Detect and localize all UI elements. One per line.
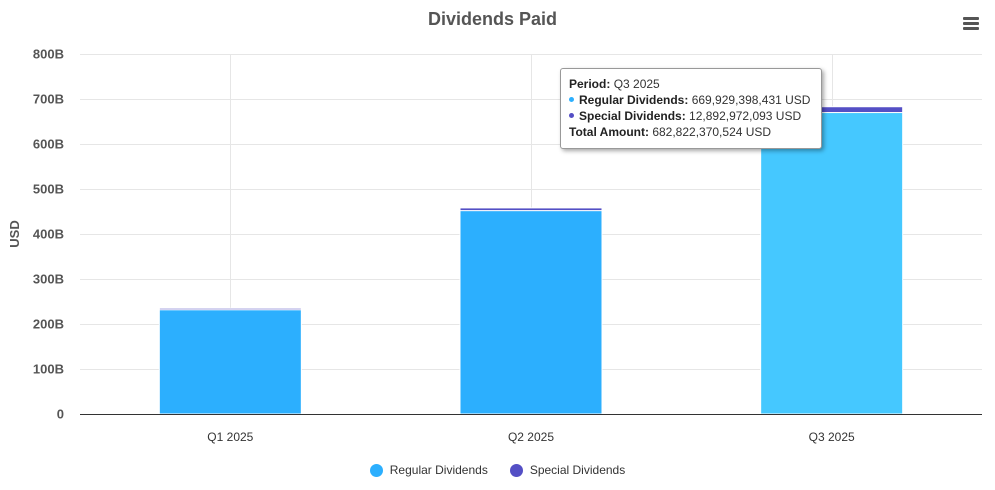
tooltip-regular-label: Regular Dividends: xyxy=(579,93,689,107)
bar-special-dividends xyxy=(459,207,603,212)
chart-title: Dividends Paid xyxy=(427,9,558,29)
bar-regular-dividends xyxy=(760,112,904,415)
hamburger-menu-icon xyxy=(963,17,979,20)
legend-label: Regular Dividends xyxy=(389,463,488,477)
tooltip-regular-value: 669,929,398,431 USD xyxy=(691,93,811,107)
y-tick-label: 400B xyxy=(33,227,64,242)
legend: Regular Dividends Special Dividends xyxy=(0,463,995,477)
x-tick-label: Q1 2025 xyxy=(207,430,253,444)
y-axis-title: USD xyxy=(7,220,22,247)
bar-regular-dividends xyxy=(158,309,302,415)
tooltip-total-value: 682,822,370,524 USD xyxy=(652,125,772,139)
y-tick-label: 500B xyxy=(33,182,64,197)
y-tick-label: 800B xyxy=(33,47,64,62)
tooltip-special-value: 12,892,972,093 USD xyxy=(689,109,802,123)
legend-item-special-dividends[interactable]: Special Dividends xyxy=(509,463,626,477)
tooltip-special-label: Special Dividends: xyxy=(579,109,686,123)
y-tick-label: 200B xyxy=(33,317,64,332)
chart-menu-button[interactable] xyxy=(958,12,982,36)
y-tick-label: 600B xyxy=(33,137,64,152)
tooltip-total-label: Total Amount: xyxy=(569,125,649,139)
y-tick-label: 700B xyxy=(33,92,64,107)
legend-marker-icon xyxy=(509,463,523,477)
legend-marker-icon xyxy=(369,463,383,477)
tooltip-special-row: Special Dividends: 12,892,972,093 USD xyxy=(569,108,813,124)
tooltip-period-value: Q3 2025 xyxy=(613,77,660,91)
series-dot-icon xyxy=(569,97,574,103)
tooltip-period-row: Period: Q3 2025 xyxy=(569,76,813,92)
x-tick-label: Q2 2025 xyxy=(508,430,554,444)
y-tick-label: 300B xyxy=(33,272,64,287)
tooltip-period-label: Period: xyxy=(569,77,611,91)
x-tick-label: Q3 2025 xyxy=(809,430,855,444)
y-tick-label: 0 xyxy=(57,407,64,422)
legend-label: Special Dividends xyxy=(529,463,626,477)
bar-special-dividends xyxy=(158,307,302,311)
bar-regular-dividends xyxy=(459,210,603,415)
legend-item-regular-dividends[interactable]: Regular Dividends xyxy=(369,463,488,477)
series-dot-icon xyxy=(569,113,574,119)
tooltip: Period: Q3 2025 Regular Dividends: 669,9… xyxy=(560,68,822,149)
tooltip-regular-row: Regular Dividends: 669,929,398,431 USD xyxy=(569,92,813,108)
tooltip-total-row: Total Amount: 682,822,370,524 USD xyxy=(569,124,813,140)
y-tick-label: 100B xyxy=(33,362,64,377)
